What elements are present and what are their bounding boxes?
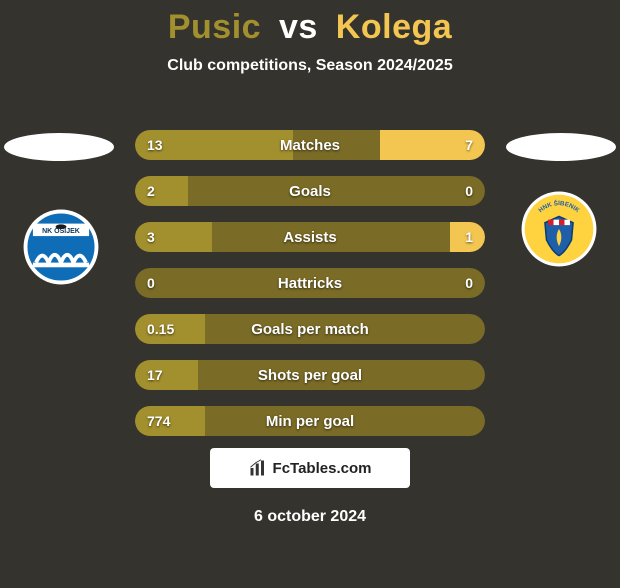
- bars-icon: [249, 459, 267, 477]
- club-badge-left: NK OSIJEK: [22, 208, 100, 286]
- sibenik-crest-icon: HNK ŠIBENIK: [520, 190, 598, 268]
- stat-row: 31Assists: [135, 222, 485, 252]
- stats-rows: 137Matches 20Goals 31Assists 00Hattricks 0.1…: [135, 130, 485, 452]
- stat-row: 774Min per goal: [135, 406, 485, 436]
- stat-row: 00Hattricks: [135, 268, 485, 298]
- player2-ellipse: [506, 133, 616, 161]
- player1-ellipse: [4, 133, 114, 161]
- stat-label: Assists: [135, 222, 485, 252]
- stat-label: Min per goal: [135, 406, 485, 436]
- stat-label: Goals: [135, 176, 485, 206]
- stat-row: 20Goals: [135, 176, 485, 206]
- player1-name: Pusic: [168, 8, 261, 46]
- stat-label: Goals per match: [135, 314, 485, 344]
- club-badge-right: HNK ŠIBENIK: [520, 190, 598, 268]
- comparison-title: Pusic vs Kolega: [0, 8, 620, 47]
- stat-row: 0.15Goals per match: [135, 314, 485, 344]
- stat-row: 137Matches: [135, 130, 485, 160]
- stat-label: Matches: [135, 130, 485, 160]
- vs-text: vs: [279, 8, 318, 46]
- player2-name: Kolega: [336, 8, 452, 46]
- branding-text: FcTables.com: [273, 460, 372, 477]
- stat-row: 17Shots per goal: [135, 360, 485, 390]
- stat-label: Shots per goal: [135, 360, 485, 390]
- date-text: 6 october 2024: [0, 508, 620, 526]
- osijek-crest-icon: NK OSIJEK: [22, 208, 100, 286]
- season-subtitle: Club competitions, Season 2024/2025: [0, 57, 620, 75]
- stat-label: Hattricks: [135, 268, 485, 298]
- branding-pill: FcTables.com: [210, 448, 410, 488]
